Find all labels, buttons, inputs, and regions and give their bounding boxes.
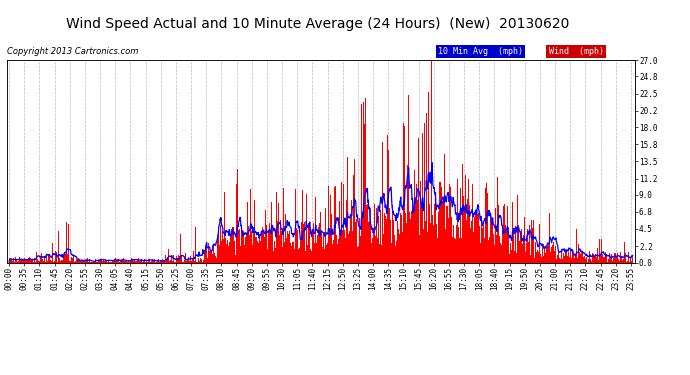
Text: Copyright 2013 Cartronics.com: Copyright 2013 Cartronics.com bbox=[7, 47, 138, 56]
Text: Wind  (mph): Wind (mph) bbox=[549, 47, 604, 56]
Text: Wind Speed Actual and 10 Minute Average (24 Hours)  (New)  20130620: Wind Speed Actual and 10 Minute Average … bbox=[66, 17, 569, 31]
Text: 10 Min Avg  (mph): 10 Min Avg (mph) bbox=[438, 47, 523, 56]
